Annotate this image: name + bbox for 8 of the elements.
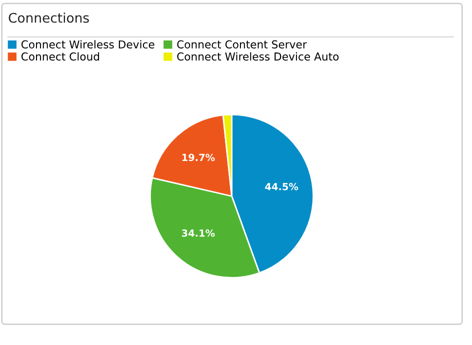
chart-title: Connections bbox=[8, 12, 89, 23]
data-label: 19.7% bbox=[182, 154, 215, 162]
legend-label: Connect Cloud bbox=[21, 52, 100, 61]
legend-label: Connect Wireless Device bbox=[21, 40, 154, 48]
data-label: 44.5% bbox=[265, 182, 298, 190]
data-label: 34.1% bbox=[182, 229, 215, 237]
legend-label: Connect Wireless Device Auto bbox=[177, 52, 339, 61]
legend-label: Connect Content Server bbox=[177, 40, 307, 48]
